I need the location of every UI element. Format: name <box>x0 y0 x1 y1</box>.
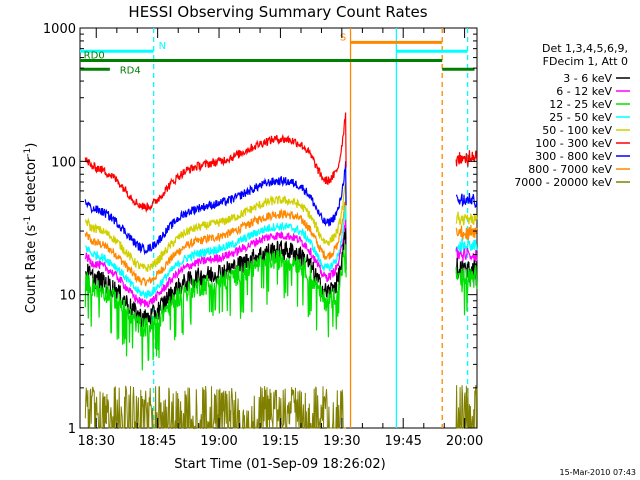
legend-item-label: 100 - 300 keV <box>535 137 612 150</box>
legend-item-label: 7000 - 20000 keV <box>514 176 612 189</box>
legend-item-label: 25 - 50 keV <box>549 111 612 124</box>
y-tick-label: 1000 <box>43 22 76 37</box>
series-line <box>455 237 478 255</box>
flag-label: RD4 <box>120 65 141 76</box>
x-tick-label: 19:45 <box>384 434 421 449</box>
series-line <box>455 385 478 429</box>
y-axis-label-suffix: detector <box>24 156 39 216</box>
series-line <box>455 247 478 264</box>
series-line <box>84 112 347 214</box>
series-line <box>85 205 347 300</box>
series-line <box>455 211 478 226</box>
series-line <box>84 219 347 308</box>
series-line <box>84 385 347 430</box>
y-axis-ticks: 1 10 100 1000 <box>43 22 477 437</box>
y-axis-label-sup-2: -1 <box>23 148 33 157</box>
flag-label: N <box>159 41 166 52</box>
series-line <box>455 264 478 316</box>
flag-label: S <box>340 32 346 43</box>
x-axis-label: Start Time (01-Sep-09 18:26:02) <box>174 457 385 472</box>
timestamp: 15-Mar-2010 07:43 <box>560 468 637 477</box>
legend: Det 1,3,4,5,6,9, FDecim 1, Att 0 3 - 6 k… <box>514 42 630 189</box>
y-axis-label-sup: -1 <box>23 216 33 225</box>
x-tick-label: 20:00 <box>446 434 483 449</box>
x-axis-ticks: 18:30 18:45 19:00 19:15 19:30 19:45 20:00 <box>78 28 483 449</box>
y-tick-label: 100 <box>51 155 76 170</box>
x-tick-label: 18:45 <box>139 434 176 449</box>
y-axis-label: Count Rate (s-1 detector-1) <box>23 143 39 314</box>
legend-item-label: 50 - 100 keV <box>542 124 612 137</box>
legend-item-label: 3 - 6 keV <box>563 72 612 85</box>
series-line <box>455 224 478 241</box>
y-tick-label: 10 <box>59 289 76 304</box>
legend-item-label: 6 - 12 keV <box>556 85 612 98</box>
y-axis-label-close: ) <box>24 143 39 148</box>
chart-title: HESSI Observing Summary Count Rates <box>128 3 427 21</box>
series-line <box>84 200 347 287</box>
plot-area: N S RD0 RD4 18:30 18:45 19:00 19:15 19:30 19:45 2… <box>43 22 483 449</box>
y-axis-label-prefix: Count Rate (s <box>24 225 39 314</box>
series-line <box>84 184 347 273</box>
series-line <box>455 150 478 167</box>
legend-item-label: 800 - 7000 keV <box>528 163 612 176</box>
series-lines <box>84 112 478 430</box>
y-tick-label: 1 <box>68 422 76 437</box>
series-line <box>455 192 478 209</box>
legend-item-label: 300 - 800 keV <box>535 150 612 163</box>
x-tick-label: 19:00 <box>200 434 237 449</box>
legend-item-label: 12 - 25 keV <box>549 98 612 111</box>
series-line <box>84 161 347 256</box>
x-tick-label: 19:15 <box>262 434 299 449</box>
flag-bars: N S RD0 RD4 <box>80 32 475 76</box>
x-tick-label: 19:30 <box>323 434 360 449</box>
vertical-markers <box>153 28 469 428</box>
flag-label: RD0 <box>84 51 105 62</box>
legend-header-2: FDecim 1, Att 0 <box>543 55 628 68</box>
series-line <box>84 244 347 371</box>
x-tick-label: 18:30 <box>78 434 115 449</box>
legend-header-1: Det 1,3,4,5,6,9, <box>542 42 628 55</box>
plot-frame <box>79 27 478 429</box>
